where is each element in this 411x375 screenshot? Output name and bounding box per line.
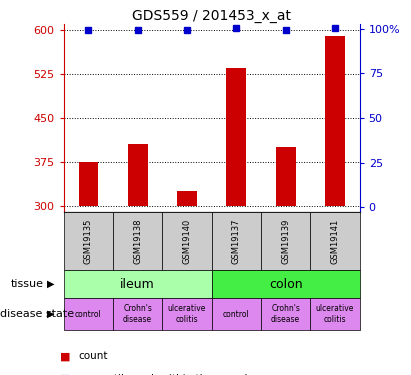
Text: ulcerative
colitis: ulcerative colitis	[316, 304, 354, 324]
Text: GSM19138: GSM19138	[133, 218, 142, 264]
Bar	[64, 298, 113, 330]
Text: ulcerative
colitis: ulcerative colitis	[168, 304, 206, 324]
Bar	[162, 212, 212, 270]
Bar	[64, 270, 212, 298]
Text: tissue: tissue	[10, 279, 43, 289]
Bar	[325, 36, 345, 206]
Bar	[261, 298, 310, 330]
Title: GDS559 / 201453_x_at: GDS559 / 201453_x_at	[132, 9, 291, 23]
Text: ■: ■	[60, 351, 70, 361]
Text: colon: colon	[269, 278, 302, 291]
Text: control: control	[223, 310, 250, 319]
Text: ileum: ileum	[120, 278, 155, 291]
Bar	[113, 212, 162, 270]
Bar	[162, 298, 212, 330]
Text: GSM19141: GSM19141	[330, 218, 339, 264]
Text: GSM19137: GSM19137	[232, 218, 241, 264]
Bar	[212, 298, 261, 330]
Bar	[212, 270, 360, 298]
Text: count: count	[78, 351, 108, 361]
Text: Crohn's
disease: Crohn's disease	[123, 304, 152, 324]
Text: GSM19139: GSM19139	[281, 218, 290, 264]
Bar	[261, 212, 310, 270]
Bar	[310, 212, 360, 270]
Text: ▶: ▶	[47, 279, 55, 289]
Bar	[310, 298, 360, 330]
Text: disease state: disease state	[0, 309, 74, 319]
Bar	[226, 68, 246, 206]
Bar	[64, 212, 113, 270]
Text: percentile rank within the sample: percentile rank within the sample	[78, 374, 254, 375]
Text: Crohn's
disease: Crohn's disease	[271, 304, 300, 324]
Text: control: control	[75, 310, 102, 319]
Text: ▶: ▶	[47, 309, 55, 319]
Text: GSM19135: GSM19135	[84, 218, 93, 264]
Text: GSM19140: GSM19140	[182, 218, 192, 264]
Bar	[177, 191, 197, 206]
Text: ■: ■	[60, 374, 70, 375]
Bar	[79, 162, 98, 206]
Bar	[113, 298, 162, 330]
Bar	[128, 144, 148, 206]
Bar	[212, 212, 261, 270]
Bar	[276, 147, 296, 206]
